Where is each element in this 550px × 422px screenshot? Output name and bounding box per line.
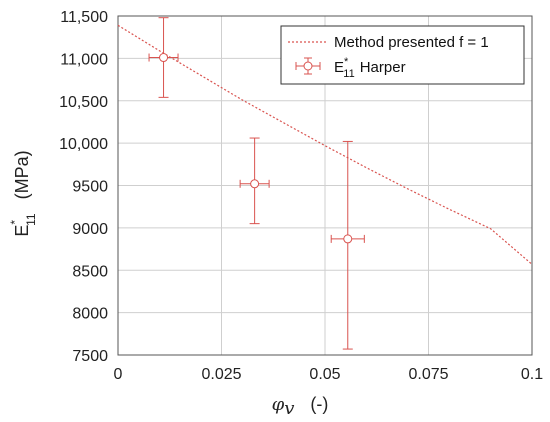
harper-point-0 [148, 17, 179, 98]
harper-point-1 [239, 137, 270, 225]
legend-label-harper-name: Harper [360, 59, 406, 76]
x-tick-label-3: 0.075 [408, 366, 448, 383]
x-axis-subscript: v [284, 398, 294, 419]
x-tick-label-0: 0 [114, 366, 123, 383]
method-line [117, 24, 533, 265]
legend-label-harper: E* 11 Harper [334, 56, 406, 80]
harper-marker-1 [250, 179, 260, 189]
legend-label-harper-base: E [334, 59, 344, 76]
x-tick-label-4: 0.1 [521, 366, 543, 383]
legend-label-harper-superscript: * [344, 56, 349, 68]
svg-text:E*11(MPa): E* 11 (MPa) [8, 150, 38, 236]
legend-box [280, 25, 525, 85]
x-tick-label-1: 0.025 [201, 366, 241, 383]
y-axis-base: E [12, 225, 32, 237]
y-tick-label-2: 8500 [72, 263, 108, 280]
y-axis-subscript: 11 [24, 213, 38, 226]
y-tick-label-8: 11,500 [60, 9, 108, 26]
legend: Method presented f = 1 E* 11 Harper [280, 25, 525, 85]
y-tick-label-1: 8000 [72, 306, 108, 323]
harper-marker-0 [159, 53, 169, 63]
y-axis-title: E* 11 (MPa) [8, 150, 38, 236]
harper-marker-2 [343, 234, 353, 244]
y-tick-label-7: 11,000 [60, 51, 108, 68]
y-tick-label-4: 9500 [72, 179, 108, 196]
y-axis-superscript: * [8, 220, 22, 225]
y-axis-unit: (MPa) [12, 150, 32, 199]
series [117, 17, 533, 350]
legend-marker-sample [295, 57, 321, 75]
x-tick-label-2: 0.05 [309, 366, 340, 383]
legend-label-harper-subscript: 11 [343, 68, 354, 80]
legend-label-method: Method presented f = 1 [334, 34, 489, 51]
legend-marker-circle [303, 61, 313, 71]
y-tick-label-5: 10,000 [59, 136, 108, 153]
y-tick-label-0: 7500 [72, 348, 108, 365]
plot-frame [117, 15, 533, 356]
x-axis-title: φv (-) [272, 394, 329, 419]
harper-point-2 [330, 140, 365, 350]
tick-labels: 0 0.025 0.05 0.075 0.1 7500 8000 8500 9000 9500 10… [59, 9, 543, 383]
x-axis-unit: (-) [310, 394, 328, 414]
y-tick-label-6: 10,500 [59, 94, 108, 111]
y-tick-label-3: 9000 [72, 221, 108, 238]
x-axis-symbol: φ [272, 394, 285, 415]
